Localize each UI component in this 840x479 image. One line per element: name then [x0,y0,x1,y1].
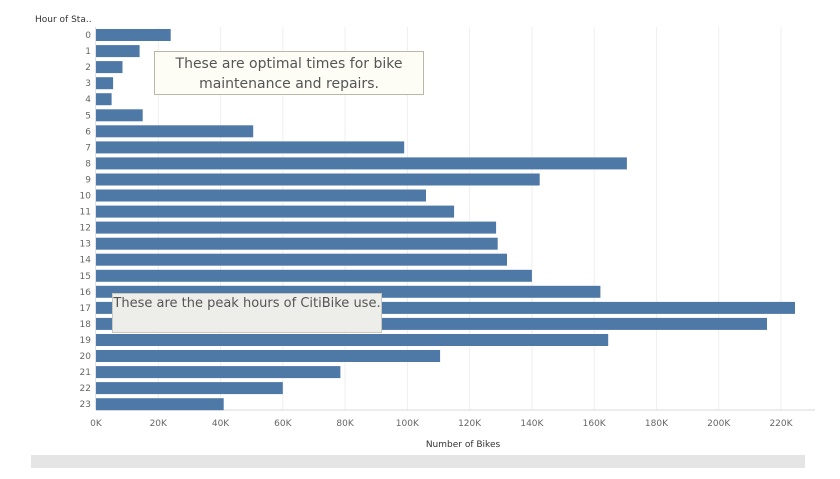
y-tick-label: 11 [80,208,91,218]
annotation-maintenance[interactable]: These are optimal times for bike mainten… [154,51,424,95]
bar-hour-7[interactable] [96,141,405,154]
bar-hour-10[interactable] [96,189,426,202]
bar-hour-20[interactable] [96,350,441,362]
annotation-peak-hours[interactable]: These are the peak hours of CitiBike use… [112,293,382,333]
bar-hour-4[interactable] [96,93,112,106]
y-tick-label: 22 [80,384,91,394]
bar-hour-6[interactable] [96,125,254,138]
y-tick-label: 16 [80,288,92,298]
y-axis-header: Hour of Sta.. [35,15,92,25]
x-tick-label: 200K [707,419,731,429]
y-tick-label: 0 [85,31,91,41]
y-tick-label: 2 [85,63,91,73]
bar-hour-5[interactable] [96,109,143,122]
y-tick-label: 20 [80,352,92,362]
x-tick-label: 220K [769,419,793,429]
bar-hour-0[interactable] [96,29,171,41]
bar-hour-8[interactable] [96,157,627,170]
bar-hour-9[interactable] [96,173,540,186]
bar-hour-1[interactable] [96,45,140,58]
y-tick-label: 7 [85,143,91,153]
bar-hour-15[interactable] [96,269,532,282]
x-tick-label: 40K [212,419,230,429]
y-tick-label: 9 [85,176,91,186]
y-tick-label: 3 [85,79,91,89]
bar-hour-21[interactable] [96,366,341,379]
y-tick-label: 6 [85,127,91,137]
y-tick-label: 18 [80,320,92,330]
y-tick-label: 10 [80,192,92,202]
x-tick-label: 100K [396,419,420,429]
bar-hour-19[interactable] [96,334,609,346]
bar-hour-2[interactable] [96,61,123,74]
y-tick-label: 4 [85,95,91,105]
x-tick-label: 0K [90,419,103,429]
x-tick-labels: 0K 20K 40K 60K 80K 100K 120K 140K 160K 180K 200K 22… [90,419,793,429]
bar-hour-22[interactable] [96,382,283,395]
x-tick-label: 20K [150,419,168,429]
bar-hour-3[interactable] [96,77,114,90]
y-tick-label: 1 [85,47,91,57]
y-tick-label: 12 [80,224,91,234]
bar-hour-12[interactable] [96,221,497,234]
y-tick-label: 19 [80,336,92,346]
horizontal-scrollbar[interactable] [31,455,805,468]
y-tick-label: 8 [85,159,91,169]
y-tick-label: 21 [80,368,91,378]
y-tick-label: 15 [80,272,91,282]
x-tick-label: 60K [274,419,292,429]
bar-hour-13[interactable] [96,237,498,250]
y-tick-label: 14 [80,256,92,266]
y-tick-label: 23 [80,400,91,410]
x-tick-label: 180K [645,419,669,429]
x-axis-title: Number of Bikes [426,440,501,450]
y-tick-label: 5 [85,111,91,121]
y-tick-label: 17 [80,304,91,314]
y-tick-label: 13 [80,240,91,250]
bar-hour-11[interactable] [96,205,455,218]
x-tick-label: 80K [336,419,354,429]
bar-hour-14[interactable] [96,253,507,266]
x-tick-label: 120K [458,419,482,429]
x-tick-label: 140K [520,419,544,429]
x-tick-label: 160K [583,419,607,429]
bar-hour-23[interactable] [96,398,224,411]
